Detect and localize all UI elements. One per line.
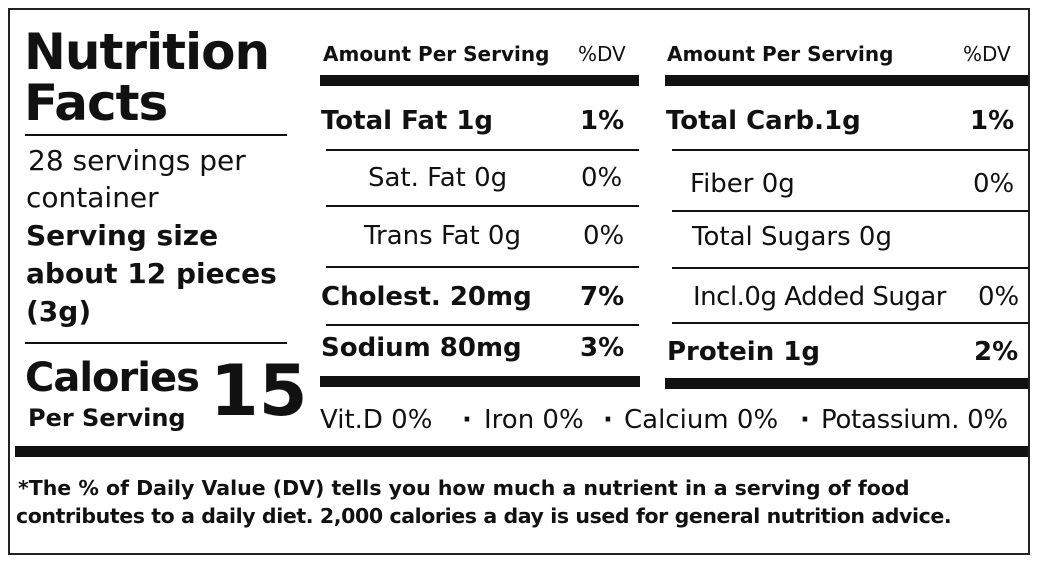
dv-total-carb: 1%: [970, 106, 1015, 136]
dv-added-sugar: 0%: [978, 282, 1020, 312]
vitamin-d: Vit.D 0%: [320, 405, 433, 435]
serving-size-label: Serving size: [26, 219, 219, 252]
dv-fiber: 0%: [973, 169, 1015, 199]
thick-bar: [665, 75, 1028, 86]
dv-sodium: 3%: [580, 333, 625, 363]
dv-cholesterol: 7%: [580, 282, 625, 312]
nutrient-added-sugar: Incl.0g Added Sugar: [693, 282, 946, 312]
divider: [672, 267, 1028, 269]
divider: [25, 134, 287, 136]
right-header-dv: %DV: [963, 42, 1011, 66]
servings-per-container: 28 servings per: [28, 144, 246, 177]
divider: [25, 342, 287, 344]
divider: [672, 322, 1028, 324]
divider: [326, 324, 639, 326]
left-header-dv: %DV: [578, 42, 626, 66]
separator: ·: [462, 405, 472, 435]
calories-label: Calories: [25, 355, 200, 401]
nutrient-sat-fat: Sat. Fat 0g: [368, 163, 508, 193]
nutrient-cholesterol: Cholest. 20mg: [321, 282, 532, 312]
left-header-amount: Amount Per Serving: [323, 42, 550, 66]
nutrient-total-sugars: Total Sugars 0g: [692, 222, 892, 252]
dv-total-fat: 1%: [580, 106, 625, 136]
title-facts: Facts: [24, 74, 168, 132]
iron: Iron 0%: [484, 405, 584, 435]
dv-trans-fat: 0%: [583, 221, 625, 251]
divider: [326, 266, 639, 268]
nutrient-protein: Protein 1g: [667, 337, 820, 367]
dv-sat-fat: 0%: [581, 163, 623, 193]
nutrient-total-fat: Total Fat 1g: [321, 106, 494, 136]
calcium: Calcium 0%: [624, 405, 779, 435]
thick-bar: [15, 446, 1028, 457]
serving-size-value: about 12 pieces: [26, 257, 277, 290]
divider: [672, 149, 1028, 151]
potassium: Potassium. 0%: [821, 405, 1008, 435]
divider: [326, 205, 639, 207]
divider: [672, 210, 1028, 212]
divider: [326, 149, 639, 151]
footnote-line-2: contributes to a daily diet. 2,000 calor…: [16, 504, 952, 528]
calories-per-serving: Per Serving: [28, 404, 186, 432]
nutrient-total-carb: Total Carb.1g: [666, 106, 861, 136]
right-header-amount: Amount Per Serving: [667, 42, 894, 66]
serving-size-grams: (3g): [26, 295, 92, 328]
footnote-line-1: *The % of Daily Value (DV) tells you how…: [18, 476, 910, 500]
separator: ·: [603, 405, 613, 435]
thick-bar: [665, 378, 1028, 389]
servings-container: container: [26, 181, 159, 214]
separator: ·: [800, 405, 810, 435]
calories-value: 15: [210, 350, 308, 432]
thick-bar: [320, 75, 639, 86]
dv-protein: 2%: [974, 337, 1019, 367]
label-border: [8, 8, 1030, 555]
nutrient-sodium: Sodium 80mg: [321, 333, 522, 363]
nutrient-trans-fat: Trans Fat 0g: [364, 221, 521, 251]
thick-bar: [320, 376, 640, 387]
nutrient-fiber: Fiber 0g: [690, 169, 795, 199]
title-nutrition: Nutrition: [24, 23, 270, 81]
